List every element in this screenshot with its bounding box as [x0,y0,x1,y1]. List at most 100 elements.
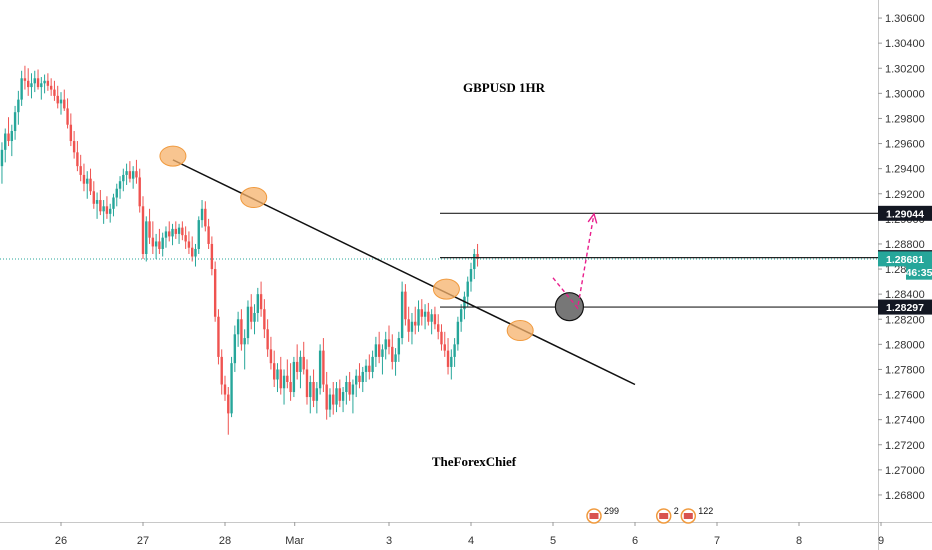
price-label: 1.28681 [886,254,924,266]
candle-body [315,388,319,401]
candle-body [463,296,466,310]
candle-body [135,171,138,178]
candle [233,325,237,372]
candle [184,226,187,249]
price-tick-label: 1.29800 [885,113,925,125]
candle [174,221,177,239]
candle [23,65,27,90]
event-count: 299 [604,506,619,516]
candle [273,350,276,388]
touch-marker[interactable] [506,320,534,342]
event-markers[interactable]: 299 2 122 [586,506,713,524]
candle-body [404,291,407,320]
candle [400,281,404,345]
candle [299,350,302,389]
candle [76,141,79,172]
candle-body [410,321,414,332]
candle [263,299,266,339]
projection-path[interactable] [552,213,595,310]
candle-body [204,208,207,227]
candle-body [217,316,220,357]
candle-body [27,80,30,88]
candle-body [154,241,158,247]
candle-body [394,354,397,362]
time-tick-label: 28 [219,535,231,547]
candle [154,233,158,260]
candle [227,387,230,435]
candle-body [102,206,105,212]
candle-body [246,306,250,339]
candle [56,85,59,109]
candle-body [364,365,368,372]
touch-marker[interactable] [240,187,268,209]
candle-body [273,363,276,380]
candle [112,193,115,217]
candle-body [430,314,433,322]
drawing-layer[interactable] [0,145,878,386]
candle [282,369,286,405]
candle [0,142,4,184]
candle-body [309,382,312,398]
candle-body [168,231,171,237]
candle-body [276,369,279,380]
candle-body [292,361,296,393]
candle-body [220,356,223,385]
candle [79,154,82,182]
time-tick-label: Mar [285,535,304,547]
event-count: 122 [698,506,713,516]
candle-body [109,208,112,214]
projection-circle[interactable] [554,292,585,322]
candle [361,366,364,393]
candle-body [341,392,345,401]
candle [443,331,446,357]
candle [230,356,233,418]
candle [148,208,151,244]
candles [0,65,479,435]
candle [187,231,191,254]
event-marker[interactable]: 299 [586,506,619,524]
candle [404,284,407,326]
candle-body [118,181,122,189]
event-marker[interactable]: 122 [680,506,713,524]
candle-body [131,171,135,179]
time-tick-label: 7 [714,535,720,547]
candle [381,344,384,375]
event-marker[interactable]: 2 [655,506,679,524]
time-tick-label: 27 [137,535,149,547]
candle [256,287,259,322]
candle-body [10,131,13,142]
candle-body [236,319,240,335]
price-tick-label: 1.30600 [885,13,925,25]
candle [46,73,50,91]
candle-body [200,208,204,221]
candle [115,183,118,207]
candle-body [240,319,243,345]
candle-body [63,99,66,109]
candle-body [476,253,479,260]
time-tick-label: 8 [796,535,802,547]
plot-area[interactable] [0,0,878,550]
candle [286,359,289,389]
candle [473,248,476,280]
event-count: 2 [674,506,679,516]
candle [10,124,13,157]
candle [469,262,473,292]
candle-body [158,241,161,249]
candle [194,243,197,267]
flag-icon [659,513,669,519]
candle [309,375,312,414]
candle [384,331,387,360]
time-axis[interactable]: 26 27 28 Mar 3 4 5 6 7 8 9 [55,522,884,547]
candle-body [95,200,99,204]
candle [276,363,279,393]
candle [158,228,161,254]
candle-body [338,388,341,401]
touch-marker[interactable] [159,145,187,167]
candle-body [191,247,194,257]
candle-body [181,227,184,236]
candle [92,181,95,209]
touch-marker[interactable] [432,278,460,300]
candle-body [322,350,325,385]
